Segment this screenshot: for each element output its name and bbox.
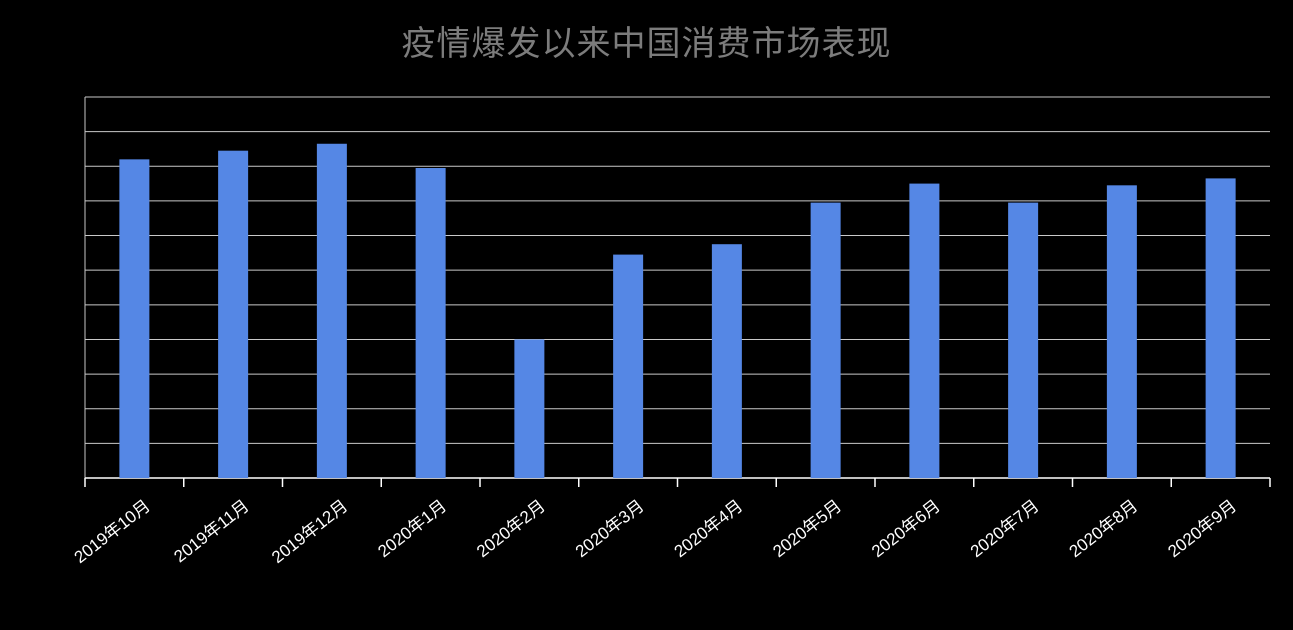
bar — [810, 202, 841, 478]
bar — [1205, 178, 1236, 479]
x-axis-label: 2019年10月 — [71, 496, 154, 567]
chart-title: 疫情爆发以来中国消费市场表现 — [401, 25, 892, 63]
bar — [415, 168, 446, 478]
bar — [514, 339, 545, 478]
x-axis-label: 2020年7月 — [967, 496, 1043, 561]
x-axis-label: 2019年12月 — [268, 496, 351, 567]
x-axis-label: 2019年11月 — [170, 496, 252, 566]
x-axis-label: 2020年5月 — [769, 496, 845, 561]
x-axis-label: 2020年2月 — [473, 496, 549, 561]
bar — [711, 244, 742, 478]
x-axis-label: 2020年3月 — [572, 496, 648, 561]
bar — [613, 254, 644, 478]
x-axis-label: 2020年4月 — [671, 496, 747, 561]
x-axis-label: 2020年9月 — [1164, 496, 1240, 561]
bar — [909, 183, 940, 478]
bar — [119, 159, 150, 478]
bar — [218, 150, 249, 478]
x-axis-label: 2020年1月 — [374, 496, 450, 561]
bar — [316, 143, 347, 478]
x-axis-label: 2020年8月 — [1066, 496, 1142, 561]
x-axis-label: 2020年6月 — [868, 496, 944, 561]
bar — [1008, 202, 1039, 478]
bar — [1106, 185, 1137, 478]
